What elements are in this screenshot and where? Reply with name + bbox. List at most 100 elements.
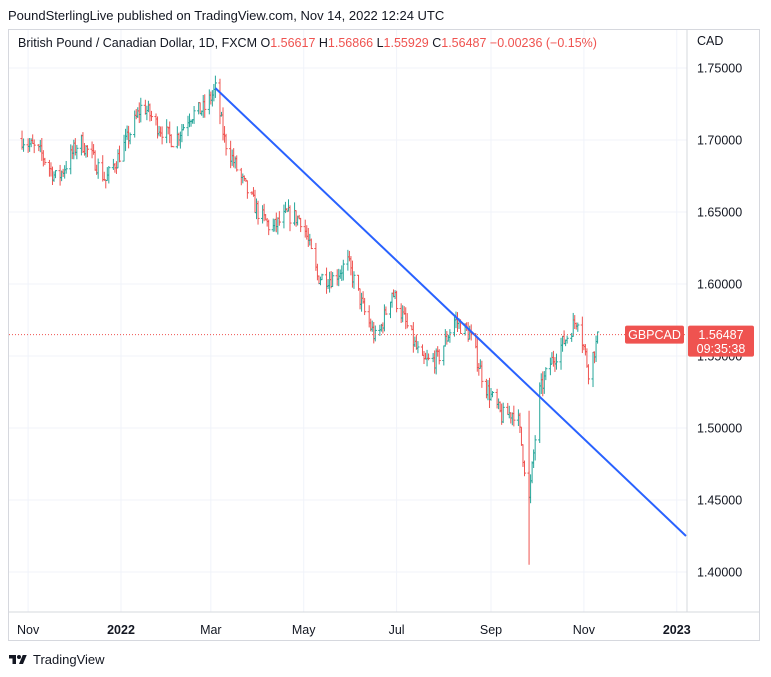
ohlc-bar — [426, 353, 431, 361]
price-tag — [688, 325, 754, 357]
time-axis: Nov 2022 Mar May Jul Sep Nov 2023 — [17, 623, 691, 637]
price-tick-label: 1.40000 — [697, 566, 742, 580]
ohlc-bar — [192, 106, 196, 124]
ohlc-bar — [43, 157, 47, 166]
price-tag-value: 1.56487 — [698, 328, 743, 342]
ohlc-bar — [405, 313, 409, 329]
time-tick-label: 2022 — [107, 623, 135, 637]
price-tag-countdown: 09:35:38 — [697, 342, 746, 356]
ohlc-bar — [267, 219, 271, 236]
footer-brand-label: TradingView — [33, 652, 105, 667]
trendline-layer — [214, 87, 687, 537]
ohlc-bar — [512, 405, 516, 427]
price-tick-label: 1.50000 — [697, 422, 742, 436]
legend-symbol: British Pound / Canadian Dollar, 1D, FXC… — [18, 36, 257, 50]
ohlc-bar — [213, 75, 218, 98]
trendline — [214, 87, 687, 537]
price-bars — [20, 75, 600, 565]
ohlc-bar — [554, 353, 559, 370]
ohlc-bar — [256, 200, 260, 225]
ohlc-bar — [363, 297, 367, 316]
ohlc-bar — [565, 335, 569, 344]
ohlc-bar — [85, 145, 90, 158]
ohlc-bar — [320, 273, 324, 281]
ohlc-bar — [522, 460, 527, 477]
ohlc-bar — [149, 110, 154, 121]
ohlc-bar — [218, 78, 222, 125]
symbol-tag — [625, 325, 684, 344]
legend-change: −0.00236 (−0.15%) — [489, 36, 597, 50]
footer-brand[interactable]: TradingView — [8, 652, 105, 667]
ohlc-bar — [160, 126, 164, 145]
grid — [9, 30, 687, 612]
time-tick-label: Jul — [389, 623, 405, 637]
legend-open-label: O — [260, 36, 271, 50]
legend-close: 1.56487 — [441, 36, 487, 50]
ohlc-bar — [64, 160, 68, 174]
price-tick-label: 1.45000 — [697, 494, 742, 508]
ohlc-bar — [309, 238, 313, 250]
ohlc-bar — [595, 331, 600, 344]
legend-open: 1.56617 — [270, 36, 316, 50]
price-tick-label: 1.70000 — [697, 134, 742, 148]
ohlc-bar — [96, 158, 100, 179]
legend-high-label: H — [318, 36, 328, 50]
publisher-line: PoundSterlingLive published on TradingVi… — [8, 8, 445, 23]
symbol-tag-label: GBPCAD — [628, 328, 681, 342]
ohlc-bar — [203, 94, 207, 118]
ohlc-bar — [288, 205, 292, 232]
chart-frame — [8, 29, 760, 641]
ohlc-bar — [501, 402, 505, 424]
ohlc-bar — [544, 367, 548, 381]
ohlc-bar — [384, 306, 388, 316]
ohlc-bar — [75, 144, 79, 160]
ohlc-bar — [235, 155, 239, 172]
ohlc-bar — [181, 124, 186, 131]
ohlc-bar — [442, 345, 446, 366]
legend-low-label: L — [376, 36, 384, 50]
legend-high: 1.56866 — [327, 36, 374, 50]
legend-low: 1.55929 — [383, 36, 429, 50]
price-tick-label: 1.75000 — [697, 62, 742, 76]
ohlc-bar — [104, 179, 108, 189]
ohlc-bar — [352, 271, 356, 289]
ohlc-bar — [341, 259, 345, 281]
legend: British Pound / Canadian Dollar, 1D, FXC… — [18, 36, 597, 50]
ohlc-bar — [21, 138, 26, 152]
ohlc-bar — [576, 322, 580, 332]
time-tick-label: 2023 — [663, 623, 691, 637]
ohlc-bar — [299, 217, 303, 233]
ohlc-bar — [277, 211, 281, 226]
axes — [9, 30, 759, 613]
currency-label: CAD — [697, 34, 724, 48]
ohlc-bar — [117, 145, 122, 163]
tradingview-logo-icon — [9, 654, 27, 664]
ohlc-bar — [490, 391, 495, 398]
ohlc-bar — [32, 139, 36, 154]
ohlc-bar — [245, 180, 249, 199]
ohlc-bar — [437, 349, 441, 365]
ohlc-bar — [480, 360, 484, 388]
ohlc-bar — [224, 133, 228, 156]
time-tick-label: Sep — [480, 623, 502, 637]
ohlc-bar — [139, 97, 143, 123]
ohlc-bar — [107, 166, 111, 184]
price-tick-label: 1.60000 — [697, 278, 742, 292]
ohlc-bar — [394, 290, 399, 313]
ohlc-bar — [331, 272, 335, 288]
price-axis: 1.400001.450001.500001.550001.600001.650… — [697, 62, 742, 580]
legend-close-label: C — [432, 36, 442, 50]
ohlc-bar — [53, 170, 58, 179]
ohlc-bar — [373, 325, 377, 342]
time-tick-label: Nov — [17, 623, 40, 637]
time-tick-label: May — [292, 623, 316, 637]
time-tick-label: Nov — [573, 623, 596, 637]
ohlc-bar — [533, 435, 537, 461]
ohlc-bar — [171, 145, 175, 148]
time-tick-label: Mar — [200, 623, 222, 637]
ohlc-bar — [416, 341, 420, 354]
price-tick-label: 1.65000 — [697, 206, 742, 220]
ohlc-bar — [128, 132, 132, 145]
